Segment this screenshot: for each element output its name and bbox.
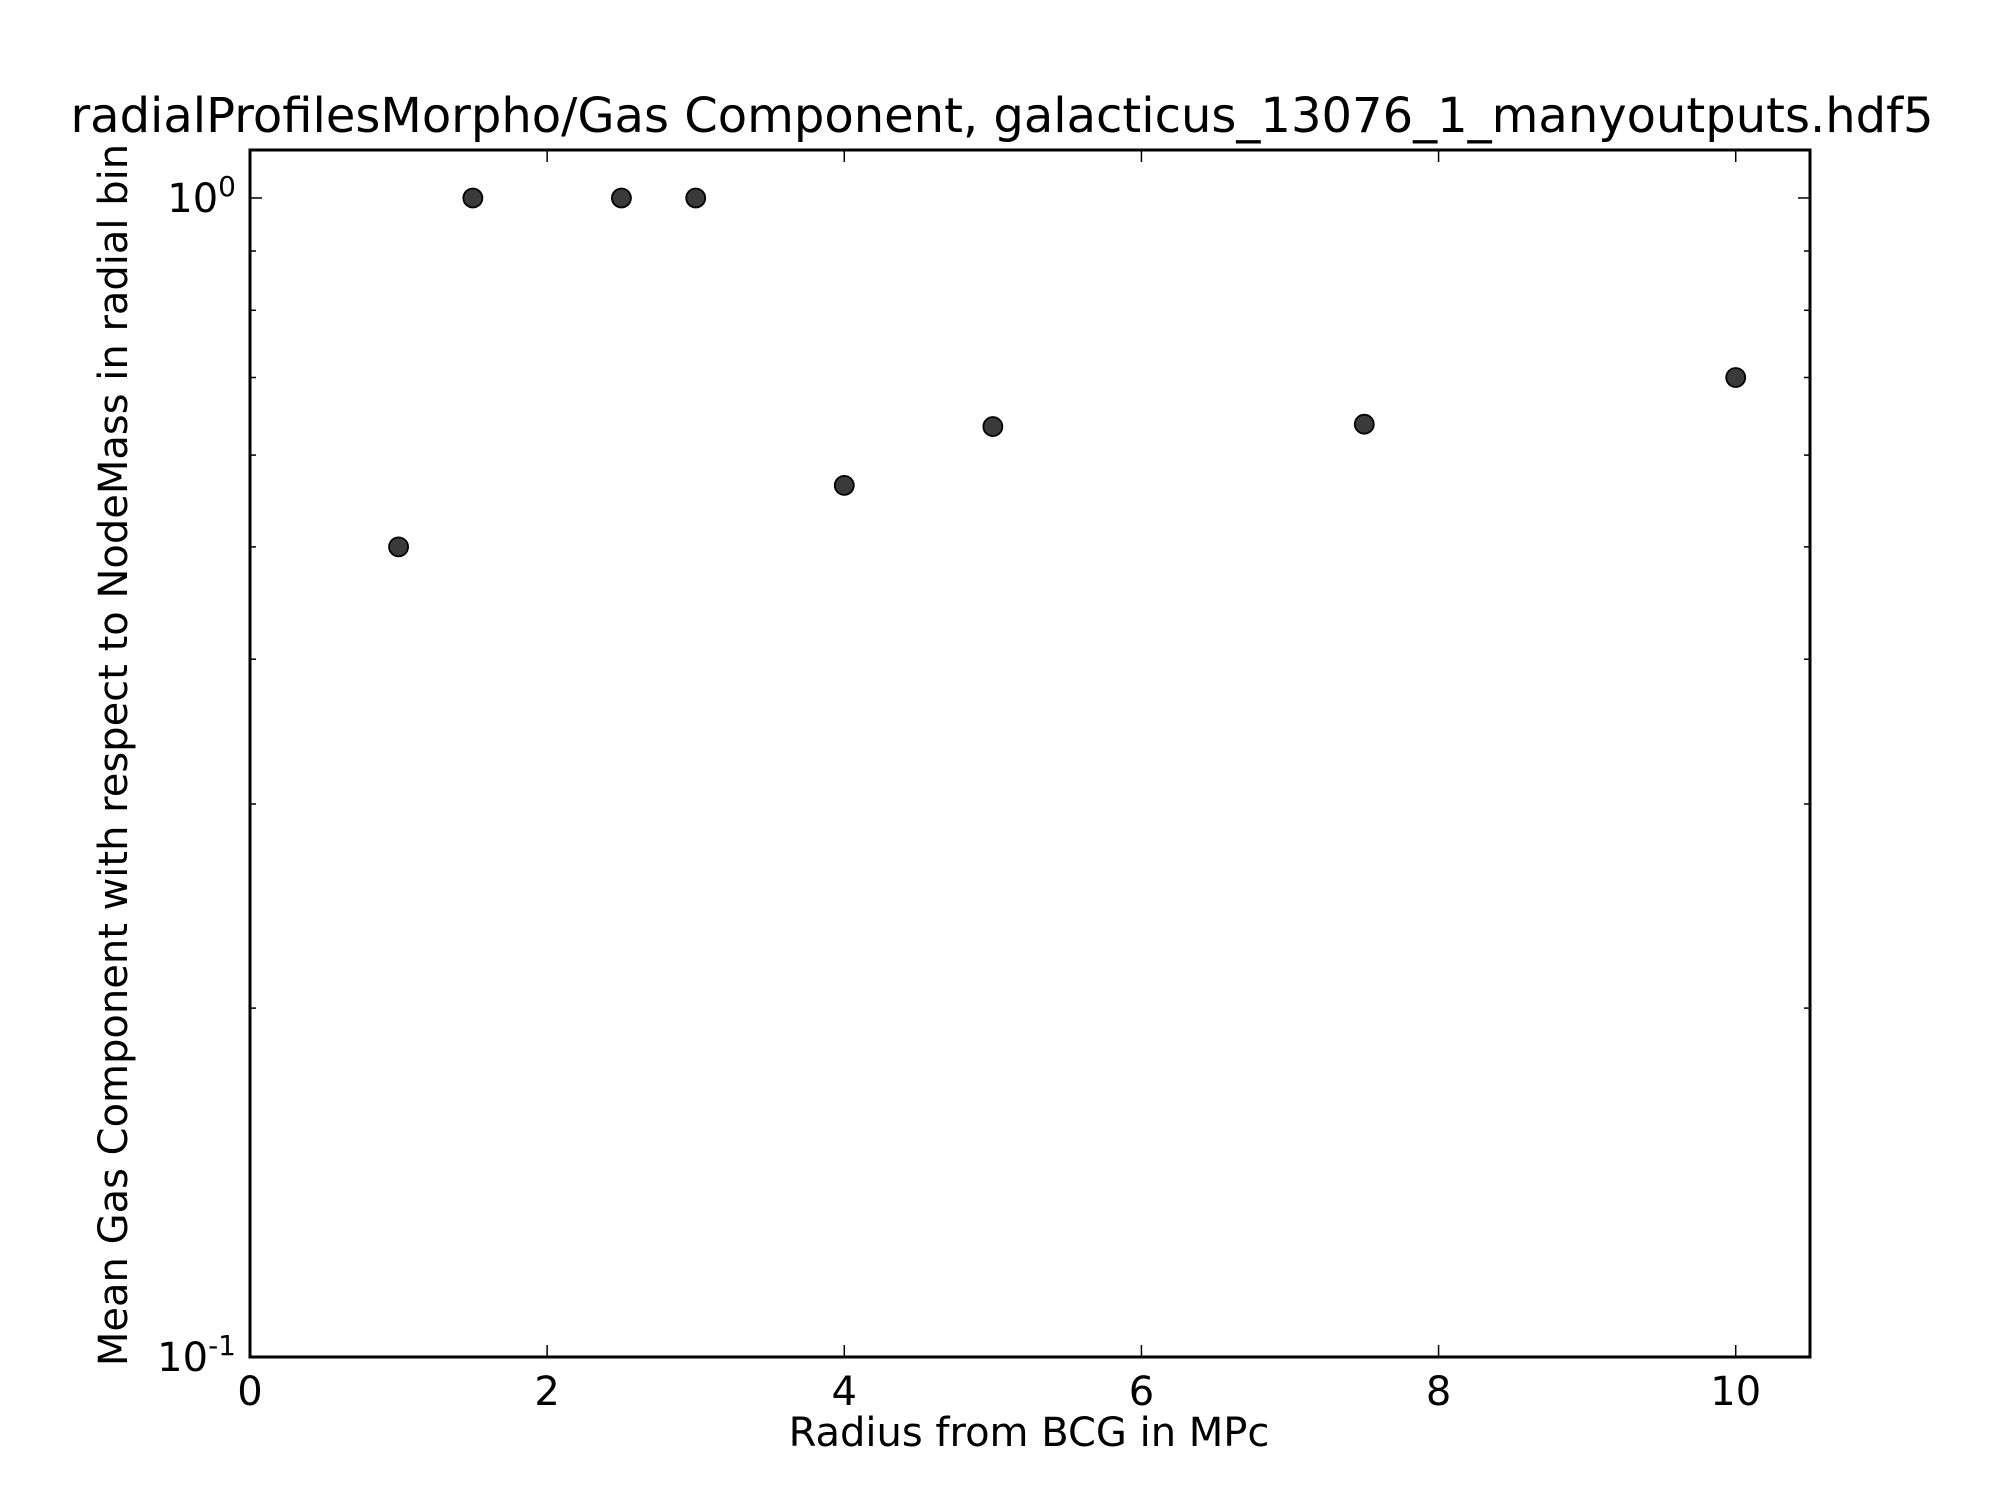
x-axis-label: Radius from BCG in MPc — [789, 1410, 1270, 1456]
plot-frame — [248, 148, 1812, 1359]
x-tick-label: 2 — [534, 1369, 559, 1415]
data-point — [1725, 367, 1747, 388]
data-point — [611, 187, 632, 209]
data-point — [1353, 413, 1375, 435]
plot-area: 0 2 4 6 8 10 100 10-1 — [157, 148, 1812, 1415]
y-axis-label: Mean Gas Component with respect to NodeM… — [91, 144, 137, 1366]
x-tick-label: 6 — [1129, 1369, 1154, 1415]
chart-title: radialProfilesMorpho/Gas Component, gala… — [70, 88, 1933, 144]
x-tick-label: 0 — [237, 1369, 262, 1415]
x-tick-label: 4 — [832, 1369, 857, 1415]
y-tick-label: 100 — [167, 170, 236, 222]
y-tick-label: 10-1 — [157, 1329, 236, 1381]
data-point — [685, 187, 707, 209]
data-point — [982, 416, 1004, 437]
data-point — [833, 474, 855, 496]
x-tick-label: 10 — [1710, 1369, 1761, 1415]
data-point — [388, 536, 409, 558]
x-tick-label: 8 — [1426, 1369, 1451, 1415]
data-point — [462, 187, 484, 209]
